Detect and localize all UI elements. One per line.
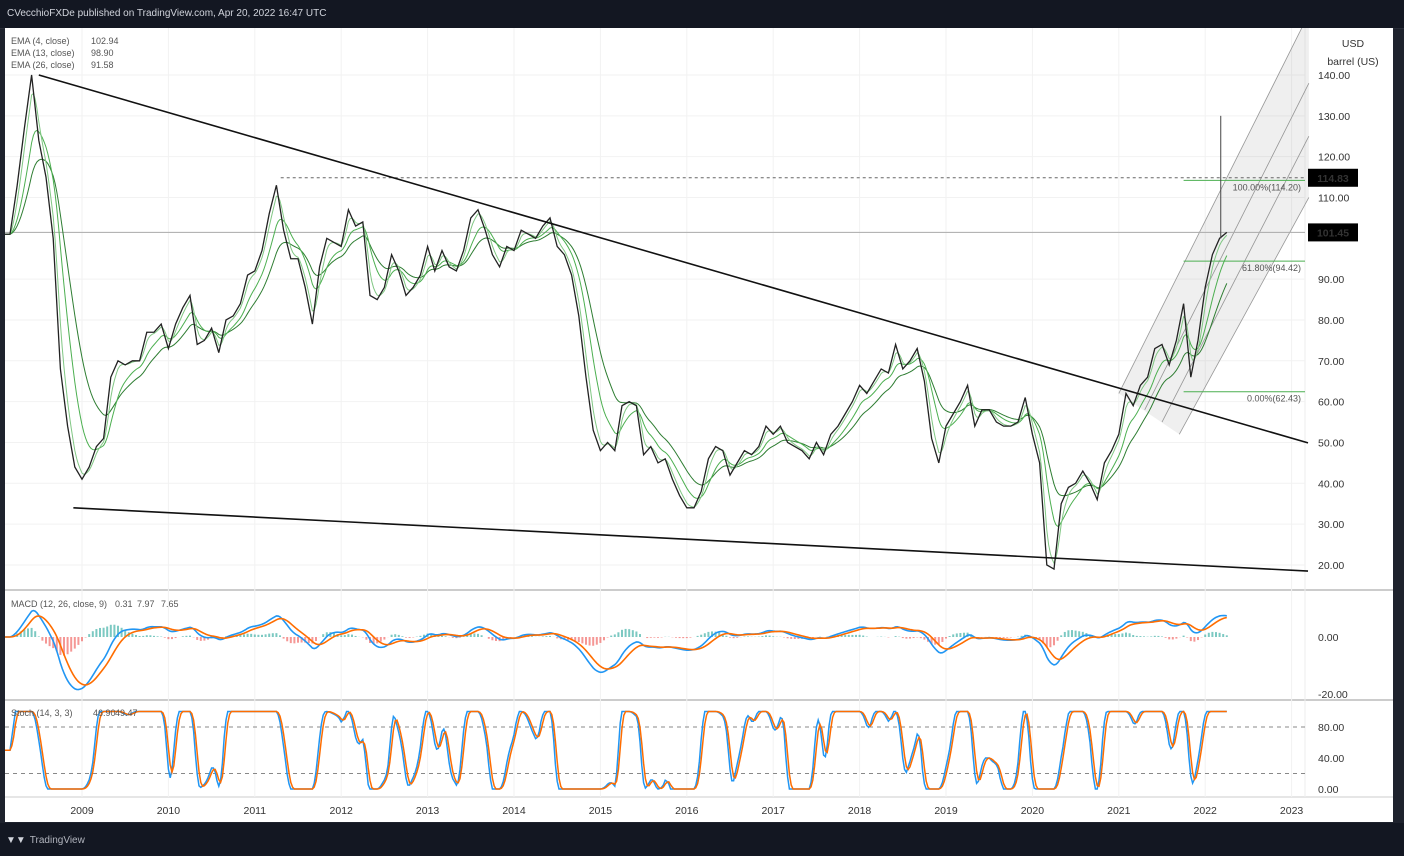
price-tick-label: 40.00 [1318,478,1344,490]
x-tick-label: 2016 [675,805,699,817]
fib-level-label: 61.80%(94.42) [1242,263,1301,273]
channel-line [1118,28,1303,394]
price-tick-label: 120.00 [1318,152,1350,164]
stoch-tick-label: 0.00 [1318,784,1339,796]
regression-channel [1118,28,1310,435]
price-tick-label: 50.00 [1318,437,1344,449]
price-badge-label: 101.45 [1317,227,1349,239]
stoch-d-value: 49.47 [115,708,138,718]
tradingview-logo[interactable]: ▼▼ TradingView [6,835,85,846]
x-tick-label: 2013 [416,805,440,817]
ema-legend-label: EMA (4, close) [11,36,70,46]
x-tick-label: 2022 [1194,805,1218,817]
ema-legend-label: EMA (13, close) [11,48,75,58]
title-bar: CVecchioFXDe published on TradingView.co… [0,0,1404,29]
stoch-legend-label: Stoch (14, 3, 3) [11,708,73,718]
price-tick-label: 30.00 [1318,519,1344,531]
footer: ▼▼ TradingView [0,823,1404,856]
price-tick-label: 140.00 [1318,70,1350,82]
fib-level-label: 100.00%(114.20) [1233,182,1301,192]
brand-name: TradingView [29,835,85,846]
stoch-tick-label: 40.00 [1318,753,1344,765]
unit-label: USD [1342,38,1365,50]
trendline [73,506,1309,572]
channel-line [1161,136,1310,423]
x-tick-label: 2023 [1280,805,1304,817]
ema-legend-label: EMA (26, close) [11,60,75,70]
macd-value: 7.97 [137,599,155,609]
ema-13-line [5,129,1228,527]
price-line [5,74,1228,571]
price-badge-label: 114.83 [1317,173,1349,185]
x-tick-label: 2010 [157,805,181,817]
price-tick-label: 130.00 [1318,111,1350,123]
channel-line [1178,197,1310,435]
stoch-tick-label: 80.00 [1318,722,1344,734]
price-tick-label: 60.00 [1318,397,1344,409]
x-tick-label: 2012 [330,805,354,817]
stoch-k-value: 46.90 [93,708,116,718]
price-tick-label: 90.00 [1318,274,1344,286]
x-tick-label: 2019 [934,805,958,817]
unit-label: barrel (US) [1327,56,1378,68]
x-tick-label: 2014 [502,805,526,817]
channel-fill [1118,28,1309,435]
x-tick-label: 2009 [70,805,94,817]
x-tick-label: 2015 [589,805,613,817]
fib-level-label: 0.00%(62.43) [1247,394,1301,404]
tradingview-logo-icon: ▼▼ [6,835,26,846]
ema-legend-value: 98.90 [91,48,114,58]
macd-tick-label: -20.00 [1318,689,1348,701]
macd-legend-label: MACD (12, 26, close, 9) [11,599,107,609]
ema-legend-value: 91.58 [91,60,114,70]
chart-area[interactable]: 2009 2010 2011 2012 2013 2014 2015 2016 2017 2018… [5,28,1393,822]
stoch-k-line [5,710,1227,790]
x-tick-label: 2018 [848,805,872,817]
price-badge [1308,168,1358,187]
price-tick-label: 20.00 [1318,560,1344,572]
x-tick-label: 2020 [1021,805,1045,817]
price-tick-label: 80.00 [1318,315,1344,327]
macd-signal-line [5,615,1227,686]
ema-legend-value: 102.94 [91,36,119,46]
macd-tick-label: 0.00 [1318,632,1339,644]
macd-hist-value: 0.31 [115,599,133,609]
macd-signal-value: 7.65 [161,599,179,609]
stoch-d-line [5,710,1227,790]
x-tick-label: 2011 [244,805,267,817]
chart-svg[interactable]: 2009 2010 2011 2012 2013 2014 2015 2016 2017 2018… [5,28,1393,822]
price-badge [1308,223,1358,242]
x-tick-label: 2021 [1107,805,1131,817]
price-tick-label: 70.00 [1318,356,1344,368]
macd-line [5,609,1227,691]
price-tick-label: 110.00 [1318,192,1349,204]
publish-title: CVecchioFXDe published on TradingView.co… [7,8,327,19]
trendline [38,74,1309,444]
x-tick-label: 2017 [762,805,786,817]
